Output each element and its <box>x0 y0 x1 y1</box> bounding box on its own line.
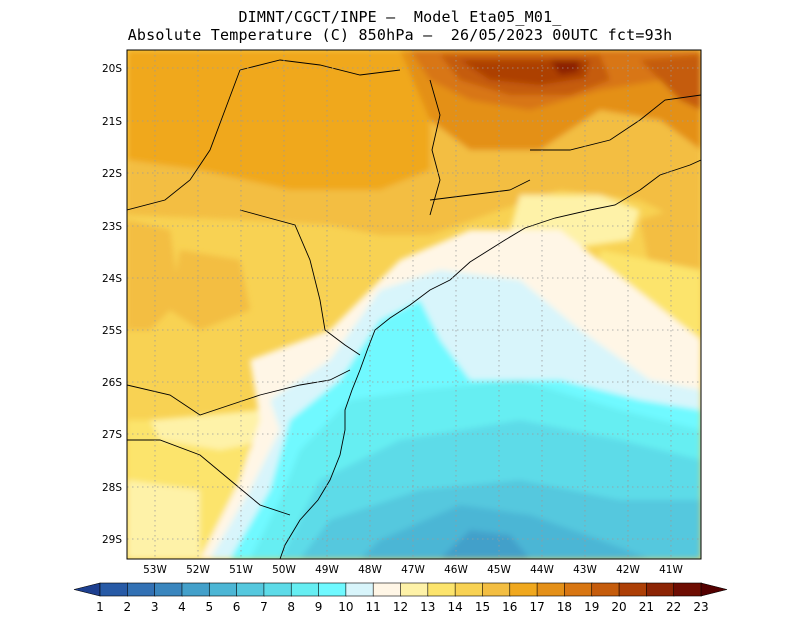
colorbar-swatch <box>263 582 293 597</box>
colorbar-label: 20 <box>611 600 626 614</box>
colorbar-label: 10 <box>338 600 353 614</box>
colorbar-swatch <box>127 582 156 597</box>
colorbar-label: 5 <box>205 600 213 614</box>
lon-label: 41W <box>659 564 683 576</box>
lat-label: 26S <box>102 377 122 389</box>
colorbar-label: 8 <box>287 600 295 614</box>
colorbar-label: 11 <box>366 600 381 614</box>
lon-label: 47W <box>401 564 425 576</box>
colorbar-swatch <box>208 582 238 597</box>
colorbar-swatch <box>345 582 374 597</box>
colorbar-label: 15 <box>475 600 490 614</box>
colorbar-label: 1 <box>96 600 104 614</box>
colorbar-swatch <box>591 582 620 597</box>
lat-label: 29S <box>102 534 122 546</box>
colorbar-label: 2 <box>123 600 131 614</box>
latitude-labels: 20S 21S 22S 23S 24S 25S 26S 27S 28S 29S <box>102 63 122 546</box>
colorbar-label: 7 <box>260 600 268 614</box>
colorbar: 1 2 3 4 5 6 7 8 9 10 11 12 13 14 15 16 17 18 19 20 21 22 23 <box>73 582 728 614</box>
colorbar-swatch <box>618 582 648 597</box>
lat-lon-grid <box>127 50 701 559</box>
longitude-labels: 53W 52W 51W 50W 49W 48W 47W 46W 45W 44W … <box>143 564 683 576</box>
lon-label: 42W <box>616 564 640 576</box>
colorbar-label: 6 <box>233 600 241 614</box>
lon-label: 52W <box>186 564 210 576</box>
colorbar-label: 16 <box>502 600 517 614</box>
colorbar-swatch <box>427 582 456 597</box>
lat-label: 21S <box>102 116 122 128</box>
lon-label: 53W <box>143 564 167 576</box>
colorbar-swatch <box>509 582 538 597</box>
colorbar-swatch <box>236 582 265 597</box>
lat-label: 22S <box>102 168 122 180</box>
colorbar-swatch <box>400 582 429 597</box>
lon-label: 45W <box>487 564 511 576</box>
colorbar-swatch <box>454 582 484 597</box>
plot-frame <box>126 49 702 560</box>
lat-label: 27S <box>102 429 122 441</box>
lat-label: 25S <box>102 325 122 337</box>
lat-label: 28S <box>102 482 122 494</box>
colorbar-label: 13 <box>420 600 435 614</box>
coastline-borders <box>127 59 701 559</box>
colorbar-label: 21 <box>639 600 654 614</box>
lon-label: 51W <box>229 564 253 576</box>
lat-label: 23S <box>102 221 122 233</box>
lon-label: 46W <box>444 564 468 576</box>
colorbar-label: 12 <box>393 600 408 614</box>
colorbar-label: 22 <box>666 600 681 614</box>
lon-label: 50W <box>272 564 296 576</box>
temperature-field <box>127 50 701 559</box>
colorbar-swatch <box>700 582 728 597</box>
colorbar-swatch <box>673 582 702 597</box>
colorbar-swatch <box>290 582 320 597</box>
colorbar-swatch <box>372 582 402 597</box>
colorbar-label: 14 <box>447 600 462 614</box>
colorbar-swatch <box>536 582 566 597</box>
colorbar-swatch <box>154 582 183 597</box>
map-title-line-2: Absolute Temperature (C) 850hPa – 26/05/… <box>127 26 673 44</box>
colorbar-label: 23 <box>693 600 708 614</box>
lon-label: 49W <box>315 564 339 576</box>
colorbar-label: 17 <box>529 600 544 614</box>
lat-label: 20S <box>102 63 122 75</box>
colorbar-swatch <box>318 582 347 597</box>
lon-label: 43W <box>573 564 597 576</box>
lon-label: 44W <box>530 564 554 576</box>
colorbar-swatch <box>646 582 675 597</box>
colorbar-label: 19 <box>584 600 599 614</box>
colorbar-label: 9 <box>315 600 323 614</box>
colorbar-swatch <box>482 582 511 597</box>
colorbar-label: 4 <box>178 600 186 614</box>
colorbar-swatch <box>99 582 129 597</box>
map-title-line-1: DIMNT/CGCT/INPE – Model Eta05_M01_ <box>238 8 562 26</box>
colorbar-swatch <box>181 582 211 597</box>
lat-label: 24S <box>102 273 122 285</box>
colorbar-swatch <box>564 582 593 597</box>
colorbar-label: 18 <box>557 600 572 614</box>
colorbar-swatch <box>73 582 101 597</box>
colorbar-label: 3 <box>151 600 159 614</box>
lon-label: 48W <box>358 564 382 576</box>
